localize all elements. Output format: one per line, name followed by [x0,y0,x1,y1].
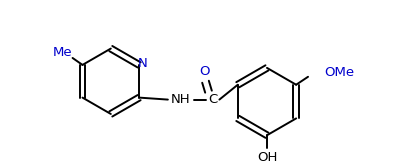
Text: OMe: OMe [324,66,354,79]
Text: Me: Me [53,46,73,59]
Text: NH: NH [171,93,191,106]
Text: C: C [208,93,217,106]
Text: OH: OH [257,151,277,164]
Text: O: O [199,65,210,78]
Text: N: N [138,57,148,70]
